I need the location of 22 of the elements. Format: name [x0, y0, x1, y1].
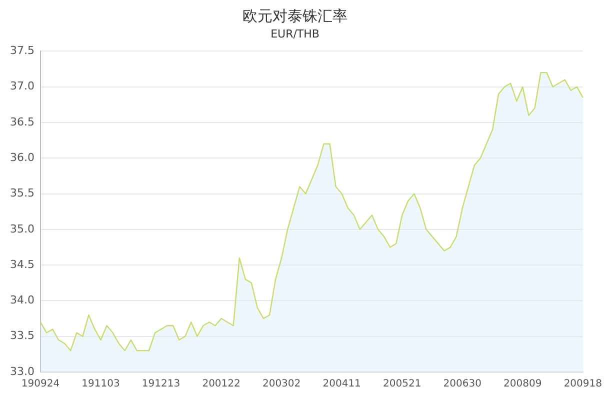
y-tick-label: 36.5 — [10, 115, 34, 128]
y-tick-label: 33.0 — [10, 364, 34, 378]
x-tick-label: 200122 — [202, 378, 240, 390]
y-tick-label: 36.0 — [10, 150, 34, 164]
chart-title: 欧元对泰铢汇率 — [242, 6, 348, 25]
y-tick-label: 35.5 — [10, 186, 34, 200]
x-tick-label: 200302 — [262, 378, 301, 390]
x-tick-label: 200918 — [564, 378, 602, 390]
x-tick-label: 200809 — [504, 378, 542, 390]
y-tick-label: 35.0 — [10, 222, 34, 236]
x-tick-label: 191213 — [142, 378, 180, 390]
x-tick-label: 190924 — [21, 378, 60, 390]
chart-subtitle: EUR/THB — [270, 27, 320, 40]
y-tick-label: 37.5 — [10, 44, 34, 58]
y-tick-label: 34.5 — [10, 258, 34, 271]
y-tick-label: 34.0 — [10, 294, 34, 307]
x-tick-label: 200411 — [322, 378, 361, 390]
y-tick-label: 33.5 — [10, 329, 34, 342]
y-tick-label: 37.0 — [10, 80, 34, 93]
x-tick-label: 200521 — [383, 378, 422, 390]
x-tick-label: 200630 — [443, 378, 482, 390]
x-tick-label: 191103 — [82, 378, 120, 390]
